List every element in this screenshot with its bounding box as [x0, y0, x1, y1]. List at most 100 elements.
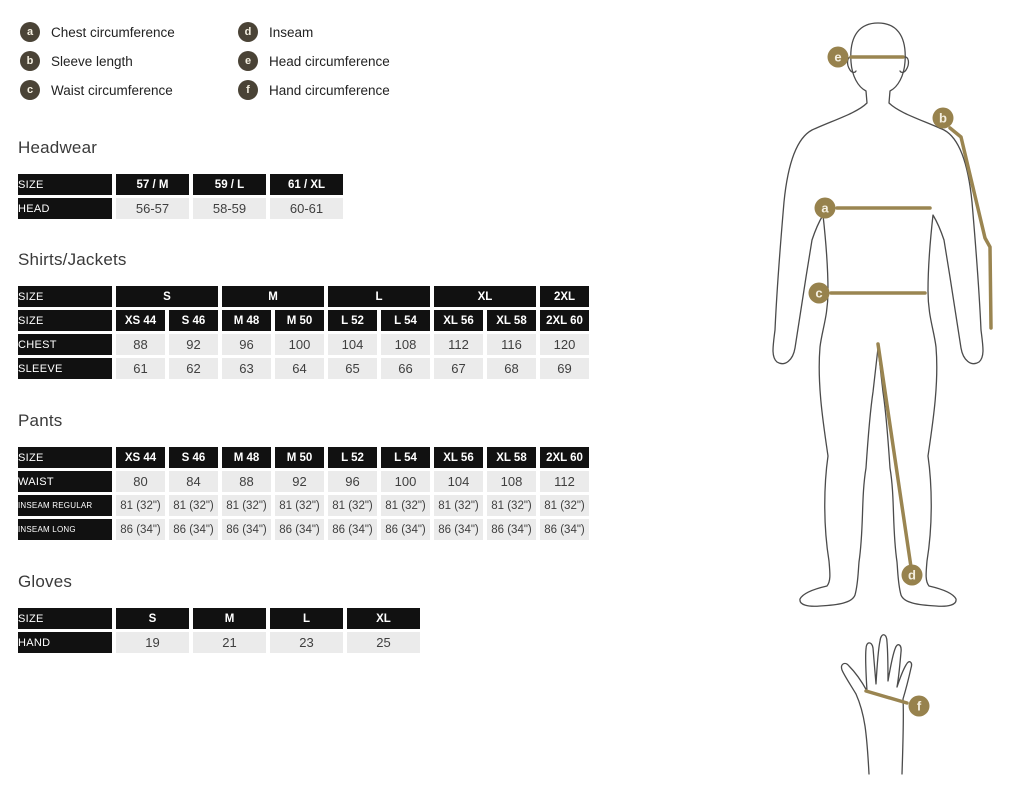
body-diagram-svg: e b a c d f — [772, 22, 993, 775]
value-cell: 96 — [222, 334, 271, 355]
value-cell: 21 — [193, 632, 266, 653]
size-header-cell: M 50 — [275, 310, 324, 331]
section-title-shirts-jackets: Shirts/Jackets — [18, 250, 127, 269]
table-row: INSEAM REGULAR 81 (32") 81 (32") 81 (32") 81… — [18, 495, 589, 516]
row-label-cell: SIZE — [18, 286, 112, 307]
legend-label: Sleeve length — [51, 53, 133, 69]
size-header-cell: 61 / XL — [270, 174, 343, 195]
value-cell: 86 (34") — [434, 519, 483, 540]
value-cell: 23 — [270, 632, 343, 653]
size-header-cell: XS 44 — [116, 310, 165, 331]
size-header-cell: 59 / L — [193, 174, 266, 195]
value-cell: 81 (32") — [275, 495, 324, 516]
headwear-table: SIZE 57 / M 59 / L 61 / XL HEAD 56-57 58-59 60-… — [18, 171, 347, 222]
headwear-size-table: SIZE 57 / M 59 / L 61 / XL HEAD 56-57 58-59 60-… — [14, 171, 347, 222]
hand-outline — [840, 634, 913, 775]
value-cell: 108 — [381, 334, 430, 355]
legend-marker-a-icon: a — [20, 22, 40, 42]
size-header-cell: 2XL 60 — [540, 447, 589, 468]
legend-column-2: d Inseam e Head circumference f Hand cir… — [238, 20, 390, 107]
table-row: SIZE XS 44 S 46 M 48 M 50 L 52 L 54 XL 56 XL 58 2… — [18, 447, 589, 468]
size-header-cell: S 46 — [169, 310, 218, 331]
size-header-cell: M — [193, 608, 266, 629]
row-label-cell: WAIST — [18, 471, 112, 492]
legend-label: Waist circumference — [51, 82, 173, 98]
row-label-cell: SIZE — [18, 310, 112, 331]
value-cell: 19 — [116, 632, 189, 653]
measurement-legend: a Chest circumference b Sleeve length c … — [20, 20, 390, 107]
measurement-lines — [829, 55, 993, 705]
size-header-cell: M — [222, 286, 324, 307]
size-header-cell: M 50 — [275, 447, 324, 468]
value-cell: 104 — [328, 334, 377, 355]
section-title-gloves: Gloves — [18, 572, 73, 591]
body-measurement-diagram: e b a c d f — [760, 0, 1024, 789]
value-cell: 112 — [540, 471, 589, 492]
value-cell: 100 — [275, 334, 324, 355]
size-header-cell: XL 56 — [434, 310, 483, 331]
legend-item-inseam: d Inseam — [238, 20, 390, 44]
value-cell: 86 (34") — [222, 519, 271, 540]
gloves-size-table: SIZE S M L XL HAND 19 21 23 25 — [14, 605, 424, 656]
size-header-cell: XL 56 — [434, 447, 483, 468]
marker-f-icon — [908, 695, 930, 717]
value-cell: 81 (32") — [328, 495, 377, 516]
marker-e-icon — [827, 46, 849, 68]
pants-size-table: SIZE XS 44 S 46 M 48 M 50 L 52 L 54 XL 56 XL 58 2… — [14, 444, 593, 543]
value-cell: 86 (34") — [487, 519, 536, 540]
marker-a-letter: a — [821, 201, 829, 216]
size-header-cell: L 54 — [381, 447, 430, 468]
size-header-cell: XS 44 — [116, 447, 165, 468]
marker-e-letter: e — [834, 50, 841, 65]
row-label-cell: CHEST — [18, 334, 112, 355]
diagram-markers: e b a c d f — [808, 46, 954, 717]
value-cell: 80 — [116, 471, 165, 492]
size-header-cell: 57 / M — [116, 174, 189, 195]
value-cell: 100 — [381, 471, 430, 492]
legend-marker-f-icon: f — [238, 80, 258, 100]
size-header-cell: S 46 — [169, 447, 218, 468]
size-header-cell: S — [116, 608, 189, 629]
marker-f-letter: f — [917, 699, 922, 714]
size-header-cell: L — [270, 608, 343, 629]
size-header-cell: L 54 — [381, 310, 430, 331]
size-header-cell: XL 58 — [487, 447, 536, 468]
marker-c-icon — [808, 282, 830, 304]
marker-a-icon — [814, 197, 836, 219]
value-cell: 60-61 — [270, 198, 343, 219]
value-cell: 81 (32") — [169, 495, 218, 516]
right-ear — [899, 56, 910, 74]
value-cell: 112 — [434, 334, 483, 355]
row-label-cell: HAND — [18, 632, 112, 653]
value-cell: 81 (32") — [381, 495, 430, 516]
value-cell: 88 — [222, 471, 271, 492]
value-cell: 104 — [434, 471, 483, 492]
value-cell: 92 — [169, 334, 218, 355]
row-label-cell: INSEAM REGULAR — [18, 495, 112, 516]
legend-item-hand: f Hand circumference — [238, 78, 390, 102]
table-row: INSEAM LONG 86 (34") 86 (34") 86 (34") 86 (3… — [18, 519, 589, 540]
legend-item-waist: c Waist circumference — [20, 78, 238, 102]
value-cell: 58-59 — [193, 198, 266, 219]
value-cell: 66 — [381, 358, 430, 379]
value-cell: 81 (32") — [540, 495, 589, 516]
legend-marker-c-icon: c — [20, 80, 40, 100]
size-header-cell: 2XL — [540, 286, 589, 307]
size-header-cell: XL 58 — [487, 310, 536, 331]
value-cell: 62 — [169, 358, 218, 379]
marker-d-letter: d — [908, 568, 916, 583]
value-cell: 25 — [347, 632, 420, 653]
size-header-cell: 2XL 60 — [540, 310, 589, 331]
size-header-cell: S — [116, 286, 218, 307]
value-cell: 69 — [540, 358, 589, 379]
table-row: HAND 19 21 23 25 — [18, 632, 420, 653]
gloves-table: SIZE S M L XL HAND 19 21 23 25 — [18, 605, 424, 656]
value-cell: 81 (32") — [434, 495, 483, 516]
value-cell: 63 — [222, 358, 271, 379]
value-cell: 108 — [487, 471, 536, 492]
legend-marker-e-icon: e — [238, 51, 258, 71]
body-outline — [772, 22, 984, 607]
value-cell: 68 — [487, 358, 536, 379]
marker-b-icon — [932, 107, 954, 129]
value-cell: 61 — [116, 358, 165, 379]
